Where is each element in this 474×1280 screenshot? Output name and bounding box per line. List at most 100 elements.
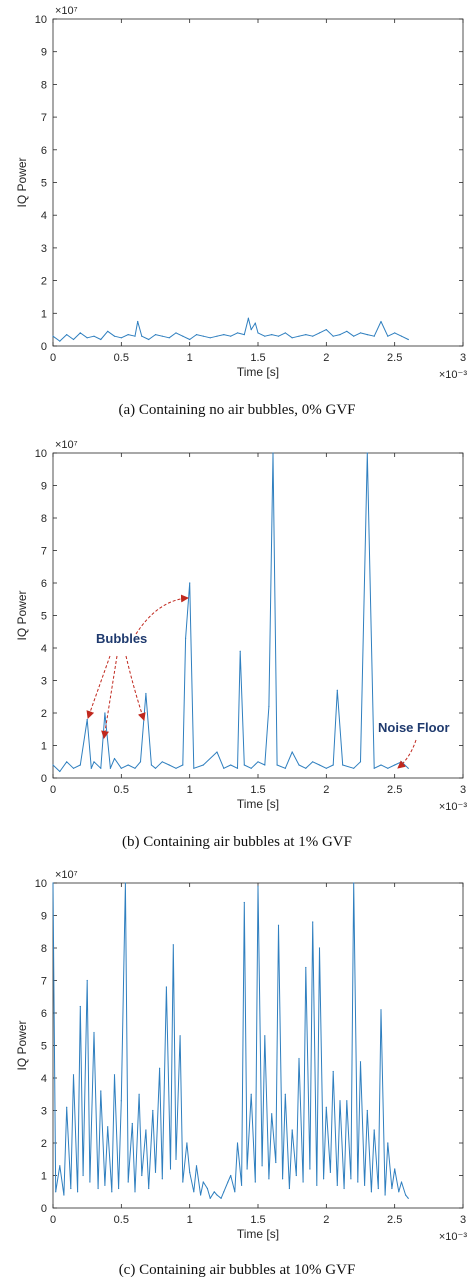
data-point xyxy=(336,689,338,691)
data-point xyxy=(66,761,68,763)
data-point xyxy=(264,335,266,337)
bubbles-arrow-2 xyxy=(101,655,118,739)
data-point xyxy=(346,1100,348,1102)
y-tick-label: 9 xyxy=(41,911,47,923)
data-point xyxy=(66,1106,68,1108)
data-point xyxy=(250,767,252,769)
data-point xyxy=(291,337,293,339)
data-point xyxy=(206,1187,208,1190)
data-point xyxy=(134,335,136,337)
data-point xyxy=(359,1061,362,1063)
y-axis-exponent: ×10⁷ xyxy=(55,439,78,451)
data-point xyxy=(82,1174,84,1177)
y-tick-label: 5 xyxy=(41,611,47,623)
data-point xyxy=(268,705,270,708)
data-point xyxy=(161,335,163,337)
data-point xyxy=(394,764,396,766)
data-point xyxy=(288,1187,290,1190)
y-tick-label: 9 xyxy=(41,47,47,59)
data-point xyxy=(124,882,126,884)
data-point xyxy=(373,767,375,769)
data-point xyxy=(271,1113,273,1115)
data-point xyxy=(195,334,198,336)
data-point xyxy=(93,761,95,763)
data-point xyxy=(186,1142,188,1144)
data-point xyxy=(182,1181,184,1183)
data-point xyxy=(350,1178,352,1180)
data-point xyxy=(407,1197,409,1199)
data-point xyxy=(152,1109,154,1112)
y-tick-label: 10 xyxy=(35,878,47,890)
data-point xyxy=(234,1191,236,1193)
data-point xyxy=(394,1168,396,1170)
data-point xyxy=(107,330,109,332)
noise-floor-arrow xyxy=(397,739,417,769)
data-point xyxy=(89,1181,91,1183)
y-tick-label: 1 xyxy=(41,741,47,753)
data-point xyxy=(254,1181,256,1183)
caption-a: (a) Containing no air bubbles, 0% GVF xyxy=(118,402,356,418)
y-tick-label: 1 xyxy=(41,308,47,320)
data-point xyxy=(216,1194,218,1196)
data-point xyxy=(346,330,348,332)
data-point xyxy=(148,1187,150,1190)
data-point xyxy=(113,757,116,760)
data-point xyxy=(120,1100,122,1102)
data-point xyxy=(277,924,280,926)
data-point xyxy=(145,1129,147,1131)
data-point xyxy=(86,718,88,721)
chart-panel-c: 0 1 2 3 4 5 6 7 8 9 10 0 0.5 1 1.5 2 2.5 3 Time [s] IQ Powe… xyxy=(15,869,467,1243)
data-point xyxy=(139,761,142,763)
data-point xyxy=(261,1165,263,1167)
data-point xyxy=(380,764,382,766)
bubbles-annotation-label: Bubbles xyxy=(96,631,147,646)
data-point xyxy=(332,335,334,337)
data-point xyxy=(120,337,122,339)
data-point xyxy=(100,1090,102,1092)
data-point xyxy=(339,1100,341,1102)
data-point xyxy=(131,1122,133,1125)
data-point xyxy=(145,692,147,695)
data-point xyxy=(70,1187,72,1190)
x-tick-label: 2 xyxy=(323,784,329,796)
data-point xyxy=(291,1129,293,1131)
series-line xyxy=(52,452,409,772)
data-point xyxy=(189,338,191,341)
data-point xyxy=(161,1178,163,1180)
y-tick-label: 8 xyxy=(41,513,47,525)
data-point xyxy=(359,761,362,763)
y-tick-label: 7 xyxy=(41,976,47,988)
data-point xyxy=(275,1161,277,1164)
x-tick-label: 1 xyxy=(187,1214,193,1226)
data-point xyxy=(305,334,307,336)
data-point xyxy=(127,1181,129,1183)
data-point xyxy=(387,767,389,769)
data-point xyxy=(243,764,245,766)
x-tick-label: 0.5 xyxy=(114,1214,129,1226)
series-line xyxy=(52,317,409,342)
data-point xyxy=(165,986,167,988)
y-tick-label: 7 xyxy=(41,112,47,124)
data-point xyxy=(264,1035,266,1037)
data-point xyxy=(284,332,286,334)
data-point xyxy=(77,1191,79,1193)
data-point xyxy=(134,767,136,769)
x-tick-label: 3 xyxy=(460,784,466,796)
x-tick-label: 2 xyxy=(323,1214,329,1226)
chart-panel-a: 0 1 2 3 4 5 6 7 8 9 10 0 0.5 1 1.5 2 2.5 3 Time [s] IQ Powe… xyxy=(15,5,467,381)
data-point xyxy=(209,1197,211,1199)
data-point xyxy=(100,338,102,341)
data-point xyxy=(291,751,293,753)
data-point xyxy=(79,764,81,766)
data-point xyxy=(295,1174,297,1177)
data-point xyxy=(343,1187,345,1190)
data-point xyxy=(284,767,286,769)
bubbles-arrow-4 xyxy=(135,594,189,635)
data-point xyxy=(104,1184,106,1186)
data-point xyxy=(230,335,232,337)
data-point xyxy=(373,335,375,337)
data-point xyxy=(298,764,300,766)
data-point xyxy=(127,334,129,336)
y-tick-label: 1 xyxy=(41,1171,47,1183)
x-tick-label: 2.5 xyxy=(387,352,402,364)
